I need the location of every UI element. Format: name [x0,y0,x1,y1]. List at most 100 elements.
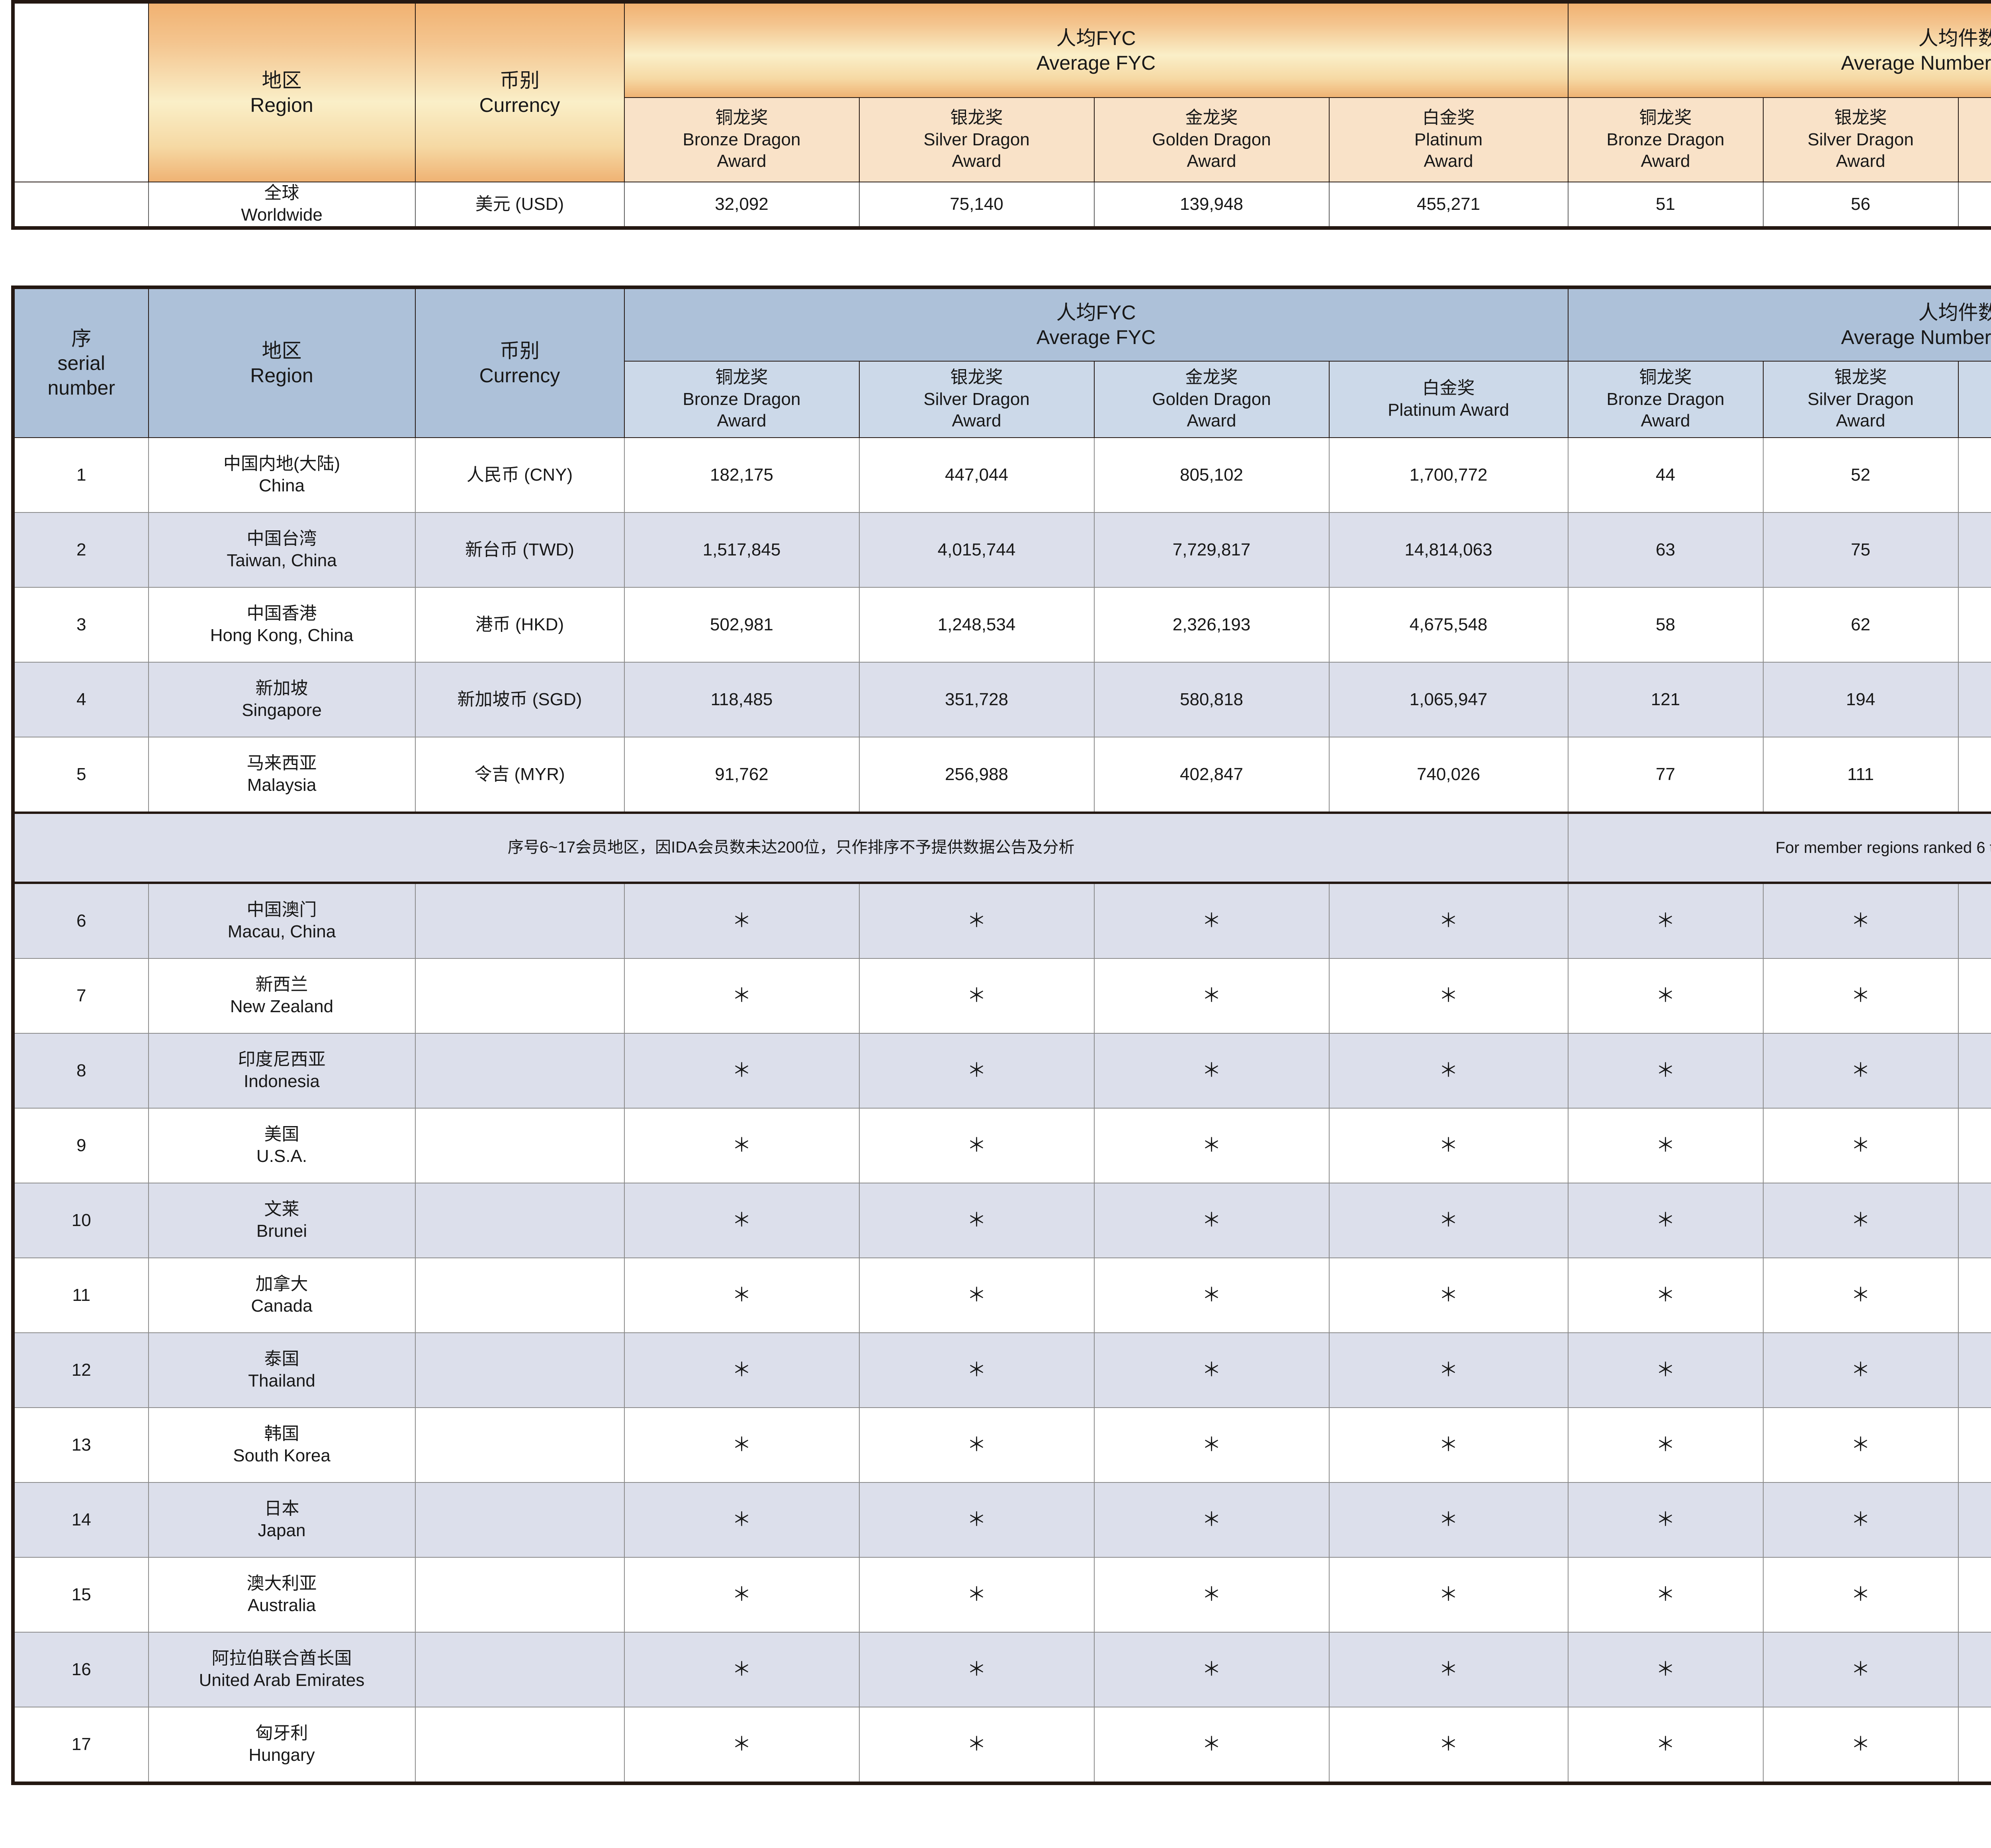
t1-blank-corner [11,0,149,182]
t1-award-cases-silver: 银龙奖 Silver Dragon Award [1762,97,1959,182]
t2-region-header-en: Region [250,364,313,387]
t1-cases-silver-value: 56 [1762,182,1959,230]
row-currency: 人民币 (CNY) [415,437,625,513]
row-region: 新西兰 New Zealand [148,958,416,1034]
t2-group-average-fyc: 人均FYC Average FYC [624,286,1569,362]
t2-group-average-cases: 人均件数 Average Number of Cases [1567,286,1991,362]
t2-currency-header: 币别 Currency [415,286,625,438]
row-region-cn: 加拿大 [255,1274,308,1294]
t1-group-average-cases-cn: 人均件数 [1918,27,1991,49]
row-serial-number: 5 [11,737,149,813]
row-avg-cases-golden: ＊ [1958,1482,1991,1558]
restriction-note-en: For member regions ranked 6 to 17, as th… [1567,812,1991,884]
row-avg-fyc-bronze: ＊ [624,1632,860,1707]
t2-serial-header-en2: number [47,377,115,399]
row-region-cn: 澳大利亚 [246,1574,317,1594]
worldwide-table-body: 全球 Worldwide 美元 (USD) 32,092 75,140 139,… [11,182,1991,230]
row-region: 韩国 South Korea [148,1407,416,1483]
row-avg-fyc-bronze: ＊ [624,1108,860,1183]
t2-award-fyc-golden-en2: Award [1187,411,1236,431]
row-avg-fyc-platinum: 1,700,772 [1328,437,1569,513]
t1-currency-header-cn: 币别 [500,69,540,92]
row-region-en: United Arab Emirates [199,1670,365,1690]
t1-region-header-en: Region [250,94,313,116]
t2-award-cases-silver-en2: Award [1836,411,1885,431]
row-avg-cases-golden: 186 [1958,662,1991,737]
row-avg-cases-bronze: 121 [1567,662,1764,737]
row-avg-cases-silver: ＊ [1762,1707,1959,1785]
t1-award-cases-golden-en1: Golden Dragon [1959,129,1991,151]
row-avg-cases-bronze: ＊ [1567,1183,1764,1258]
row-region-en: Thailand [248,1371,315,1390]
row-currency: 港币 (HKD) [415,587,625,663]
t1-award-fyc-bronze-cn: 铜龙奖 [715,108,768,128]
t1-region-header: 地区 Region [148,0,416,182]
row-avg-cases-silver: ＊ [1762,1033,1959,1109]
worldwide-table-head: 地区 Region 币别 Currency 人均FYC Average FYC … [11,0,1991,182]
row-region-en: Japan [258,1521,306,1540]
row-region: 文莱 Brunei [148,1183,416,1258]
row-region-en: Indonesia [244,1072,320,1091]
row-region-cn: 中国香港 [246,604,317,624]
row-region-en: Australia [247,1596,316,1615]
t1-award-fyc-silver-en1: Silver Dragon [923,129,1030,149]
row-avg-cases-golden: 58 [1958,437,1991,513]
t2-award-fyc-platinum-en: Platinum Award [1388,400,1509,420]
row-avg-fyc-silver: 256,988 [859,737,1095,813]
row-currency: 令吉 (MYR) [415,737,625,813]
row-avg-fyc-silver: 447,044 [859,437,1095,513]
row-avg-cases-golden: ＊ [1958,1108,1991,1183]
t1-award-fyc-bronze-en2: Award [717,151,767,171]
row-region: 中国台湾 Taiwan, China [148,512,416,588]
restriction-note-cn: 序号6~17会员地区，因IDA会员数未达200位，只作排序不予提供数据公告及分析 [11,812,1569,884]
row-region-cn: 韩国 [264,1424,299,1444]
row-avg-fyc-bronze: ＊ [624,1332,860,1408]
t1-group-average-cases: 人均件数 Average Number of Cases [1567,0,1991,98]
t1-award-cases-bronze-cn: 铜龙奖 [1639,108,1692,128]
t2-serial-header-en1: serial [57,352,105,374]
row-avg-fyc-golden: 2,326,193 [1093,587,1330,663]
row-avg-cases-golden: ＊ [1958,1632,1991,1707]
row-avg-cases-bronze: ＊ [1567,1033,1764,1109]
row-avg-fyc-silver: 1,248,534 [859,587,1095,663]
row-avg-fyc-bronze: ＊ [624,1257,860,1333]
worldwide-award-header-row: 铜龙奖 Bronze Dragon Award 银龙奖 Silver Drago… [13,97,1991,182]
t2-award-fyc-silver-en2: Award [952,411,1001,431]
row-avg-fyc-golden: 580,818 [1093,662,1330,737]
row-serial-number: 9 [11,1108,149,1183]
t1-fyc-golden-value: 139,948 [1093,182,1330,230]
row-region-en: Macau, China [227,922,336,941]
t1-cases-bronze-value: 51 [1567,182,1764,230]
table-row: 2 中国台湾 Taiwan, China 新台币 (TWD) 1,517,845 4,01… [11,512,1991,588]
regions-ranking-table: 序 serial number 地区 Region 币别 Currency 人均… [11,286,1991,1785]
t2-award-fyc-silver-cn: 银龙奖 [950,368,1003,387]
t2-award-cases-golden-cn: 金龙奖 [1959,367,1991,389]
row-currency [415,1407,625,1483]
row-currency [415,958,625,1034]
regions-table-head: 序 serial number 地区 Region 币别 Currency 人均… [11,286,1991,438]
row-avg-fyc-silver: ＊ [859,1257,1095,1333]
row-region-cn: 匈牙利 [255,1723,308,1743]
t2-award-fyc-platinum: 白金奖 Platinum Award [1328,361,1569,438]
row-region: 中国澳门 Macau, China [148,882,416,959]
row-avg-fyc-platinum: ＊ [1328,882,1569,959]
row-avg-fyc-silver: ＊ [859,1183,1095,1258]
row-serial-number: 2 [11,512,149,588]
row-avg-fyc-silver: ＊ [859,1557,1095,1633]
row-avg-fyc-silver: ＊ [859,958,1095,1034]
row-avg-fyc-platinum: ＊ [1328,958,1569,1034]
row-avg-cases-silver: ＊ [1762,882,1959,959]
t1-fyc-silver-value: 75,140 [859,182,1095,230]
t2-award-cases-silver-en1: Silver Dragon [1807,389,1914,409]
t1-award-fyc-platinum-en2: Award [1424,151,1473,171]
row-avg-fyc-platinum: ＊ [1328,1108,1569,1183]
row-avg-cases-bronze: ＊ [1567,1557,1764,1633]
t2-award-cases-bronze-en1: Bronze Dragon [1606,389,1725,409]
t1-award-fyc-bronze-en1: Bronze Dragon [683,129,801,149]
row-avg-fyc-golden: ＊ [1093,1108,1330,1183]
row-region-cn: 美国 [264,1124,299,1144]
row-region: 匈牙利 Hungary [148,1707,416,1785]
row-serial-number: 14 [11,1482,149,1558]
row-avg-fyc-golden: ＊ [1093,1482,1330,1558]
